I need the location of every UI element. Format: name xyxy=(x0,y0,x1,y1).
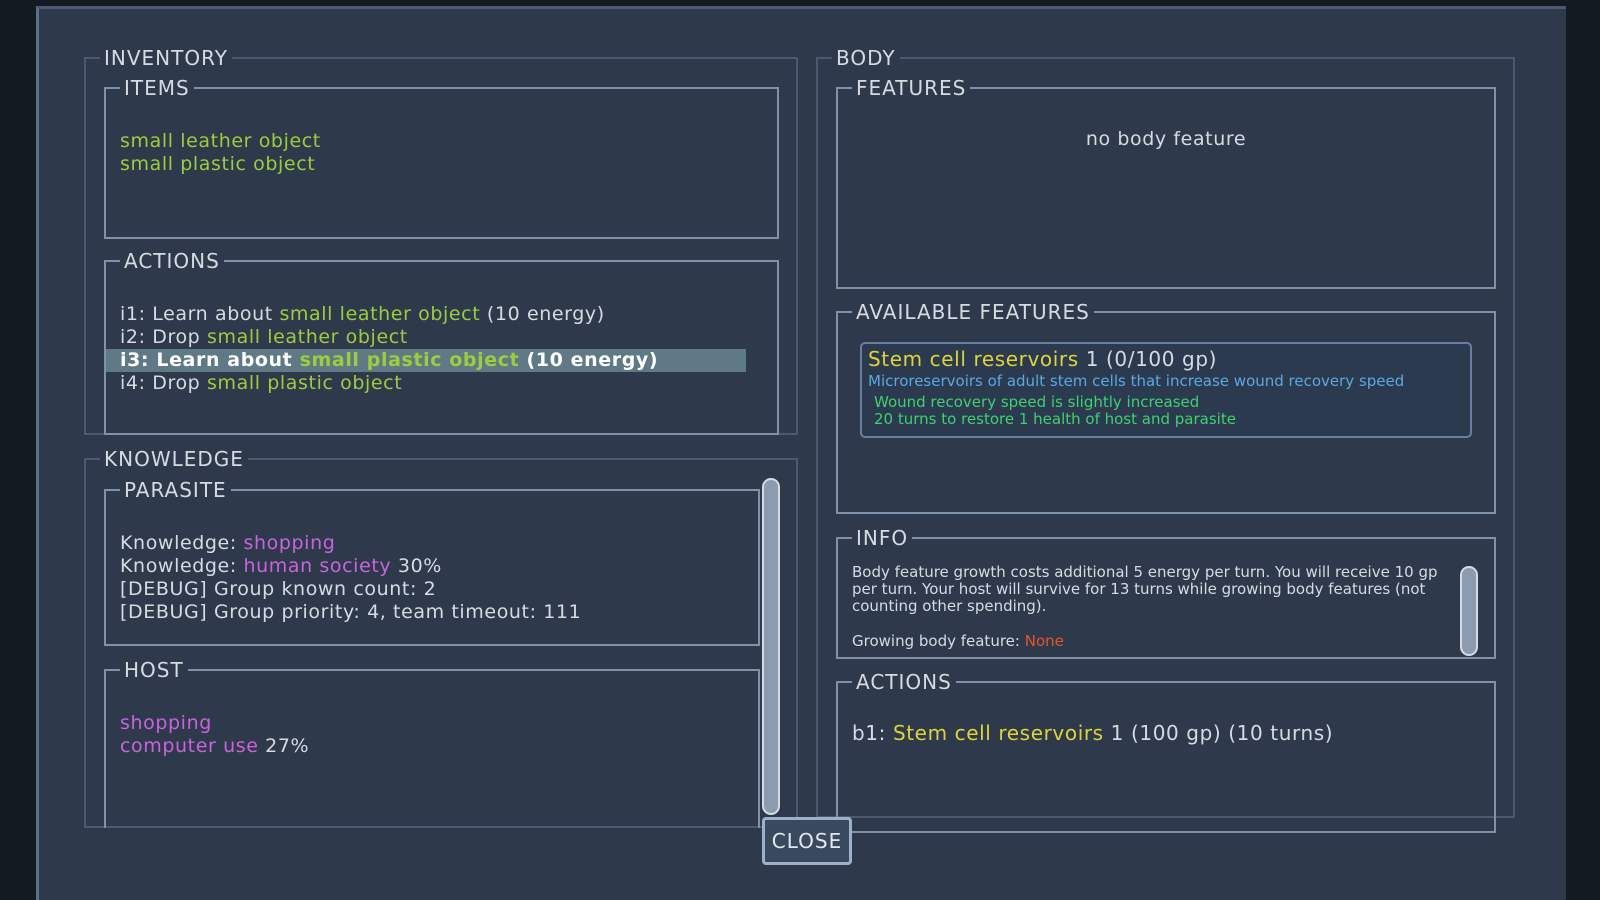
empty-text: no body feature xyxy=(1085,128,1247,150)
actions-list: i1: Learn about small leather object (10… xyxy=(106,303,746,395)
card-title: Stem cell reservoirs 1 (0/100 gp) xyxy=(868,348,1470,371)
box-title: AVAILABLE FEATURES xyxy=(856,300,1090,324)
action-key: i2: xyxy=(120,326,146,348)
feature-level: 1 xyxy=(1085,347,1100,371)
panel-title: INVENTORY xyxy=(104,46,228,70)
growing-line: Growing body feature: None xyxy=(852,633,1452,650)
action-key: b1: xyxy=(852,721,886,745)
box-title: HOST xyxy=(124,658,184,682)
growing-label: Growing body feature: xyxy=(852,632,1020,650)
panel-title: KNOWLEDGE xyxy=(104,447,244,471)
items-box: ITEMS small leather object small plastic… xyxy=(104,76,779,239)
action-key: i3: xyxy=(120,349,150,371)
feature-progress: (0/100 gp) xyxy=(1106,347,1218,371)
action-verb: Drop xyxy=(152,326,201,348)
parasite-box: PARASITE Knowledge: shopping Knowledge: … xyxy=(104,478,760,646)
available-box: AVAILABLE FEATURES Stem cell reservoirs … xyxy=(836,300,1496,514)
parasite-list: Knowledge: shopping Knowledge: human soc… xyxy=(120,532,581,624)
knowledge-line: Knowledge: shopping xyxy=(120,532,581,555)
close-button[interactable]: CLOSE xyxy=(762,817,852,865)
body-actions-box: ACTIONS b1: Stem cell reservoirs 1 (100 … xyxy=(836,670,1496,833)
box-title: ACTIONS xyxy=(124,249,220,273)
scrollbar[interactable] xyxy=(1460,566,1478,656)
debug-line: [DEBUG] Group known count: 2 xyxy=(120,578,437,600)
action-key: i4: xyxy=(120,372,146,394)
knowledge-line: computer use 27% xyxy=(120,735,309,758)
label: Knowledge: xyxy=(120,555,237,577)
feature-effect: Wound recovery speed is slightly increas… xyxy=(874,393,1200,411)
box-title: ACTIONS xyxy=(856,670,952,694)
items-list: small leather object small plastic objec… xyxy=(120,130,321,176)
feature-description: Microreservoirs of adult stem cells that… xyxy=(868,372,1405,390)
skill: shopping xyxy=(120,712,212,734)
item[interactable]: small plastic object xyxy=(120,153,316,175)
host-box: HOST shopping computer use 27% xyxy=(104,658,760,828)
knowledge-panel: KNOWLEDGE xyxy=(84,447,798,828)
action-object: small plastic object xyxy=(299,349,520,371)
action-object: small leather object xyxy=(206,326,408,348)
action-row[interactable]: i2: Drop small leather object xyxy=(106,326,746,349)
debug-line: [DEBUG] Group priority: 4, team timeout:… xyxy=(120,601,582,623)
skill: shopping xyxy=(243,532,336,554)
level: 30% xyxy=(397,555,442,577)
action-row[interactable]: b1: Stem cell reservoirs 1 (100 gp) (10 … xyxy=(852,722,1333,745)
action-row[interactable]: i1: Learn about small leather object (10… xyxy=(106,303,746,326)
level: 27% xyxy=(265,735,310,757)
skill: computer use xyxy=(120,735,259,757)
action-verb: Learn about xyxy=(152,303,273,325)
action-level: 1 xyxy=(1110,721,1124,745)
body-panel: BODY xyxy=(816,46,1515,818)
action-row[interactable]: i3: Learn about small plastic object (10… xyxy=(106,349,746,372)
info-paragraph: Body feature growth costs additional 5 e… xyxy=(852,563,1438,615)
action-cost: (10 energy) xyxy=(526,349,659,371)
action-object: small plastic object xyxy=(206,372,403,394)
knowledge-line: Knowledge: human society 30% xyxy=(120,555,581,578)
action-time: (10 turns) xyxy=(1228,721,1334,745)
panel-title: BODY xyxy=(836,46,896,70)
scrollbar[interactable] xyxy=(762,478,780,815)
box-title: ITEMS xyxy=(124,76,190,100)
feature-name: Stem cell reservoirs xyxy=(868,347,1079,371)
action-key: i1: xyxy=(120,303,146,325)
item[interactable]: small leather object xyxy=(120,130,321,152)
host-list: shopping computer use 27% xyxy=(120,712,309,758)
box-title: INFO xyxy=(856,526,909,550)
skill: human society xyxy=(243,555,392,577)
window xyxy=(36,6,1566,900)
growing-value: None xyxy=(1024,632,1064,650)
action-verb: Learn about xyxy=(156,349,293,371)
actions-box: ACTIONS i1: Learn about small leather ob… xyxy=(104,249,779,435)
feature-card[interactable]: Stem cell reservoirs 1 (0/100 gp) Micror… xyxy=(860,342,1472,438)
action-feature: Stem cell reservoirs xyxy=(892,721,1104,745)
action-verb: Drop xyxy=(152,372,201,394)
info-text: Body feature growth costs additional 5 e… xyxy=(852,564,1452,650)
action-cost: (10 energy) xyxy=(486,303,605,325)
action-object: small leather object xyxy=(279,303,481,325)
box-title: FEATURES xyxy=(856,76,967,100)
action-row[interactable]: i4: Drop small plastic object xyxy=(106,372,746,395)
label: Knowledge: xyxy=(120,532,237,554)
features-box: FEATURES no body feature xyxy=(836,76,1496,289)
action-cost: (100 gp) xyxy=(1130,721,1222,745)
box-title: PARASITE xyxy=(124,478,227,502)
info-box: INFO Body feature growth costs additiona… xyxy=(836,526,1496,659)
feature-effect: 20 turns to restore 1 health of host and… xyxy=(874,410,1236,428)
